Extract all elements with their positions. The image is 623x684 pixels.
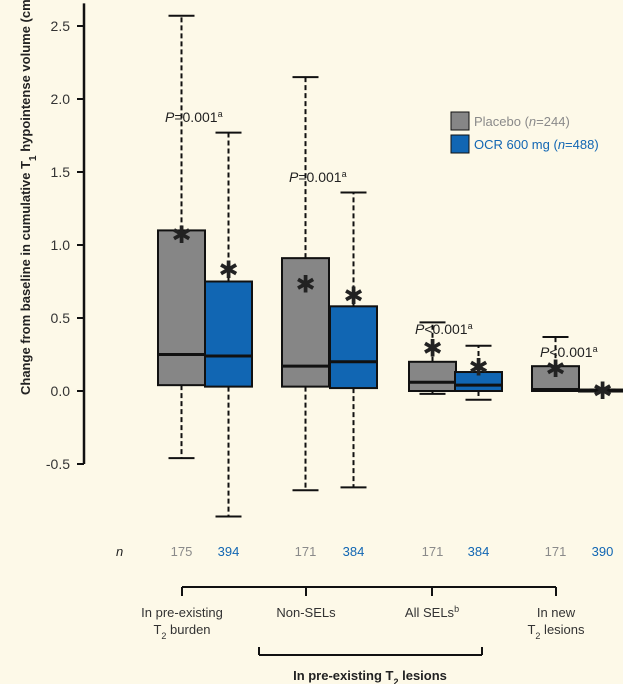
legend-swatch [450, 134, 470, 154]
mean-marker: ✱ [592, 377, 612, 405]
mean-marker: ✱ [422, 335, 442, 363]
box-placebo-1: ✱ [281, 76, 330, 492]
p-value-label: P<0.001a [540, 344, 598, 360]
y-axis-title: Change from baseline in cumulative T1 hy… [17, 0, 39, 395]
box-ocr-3: ✱ [578, 377, 623, 405]
n-value: 171 [422, 544, 444, 559]
box-placebo-0: ✱ [157, 14, 206, 460]
y-tick-label: 0.0 [51, 383, 71, 399]
mean-marker: ✱ [171, 221, 191, 249]
box-iqr [408, 360, 457, 392]
box-iqr [531, 365, 580, 392]
n-value: 394 [218, 544, 240, 559]
n-value: 171 [545, 544, 567, 559]
y-tick-label: 1.5 [51, 164, 71, 180]
box-iqr [204, 280, 253, 388]
box-placebo-3: ✱ [531, 335, 580, 392]
p-value-label: P=0.001a [165, 109, 223, 125]
legend-label: Placebo (n=244) [474, 114, 570, 129]
x-axis-categories: In pre-existing T2 burden Non-SELs All SELs… [141, 586, 585, 641]
n-value: 175 [171, 544, 193, 559]
n-value: 384 [468, 544, 490, 559]
mean-marker: ✱ [468, 354, 488, 382]
n-label: n [116, 544, 123, 559]
box-ocr-1: ✱ [329, 191, 378, 489]
category-label: All SELsb [405, 604, 459, 620]
mean-marker: ✱ [343, 282, 363, 310]
y-tick-label: 2.0 [51, 91, 71, 107]
category-label: In pre-existing [141, 605, 223, 620]
mean-marker: ✱ [545, 355, 565, 383]
box-ocr-2: ✱ [454, 344, 503, 401]
category-label: Non-SELs [276, 605, 336, 620]
y-axis: 2.5 2.0 1.5 1.0 0.5 0.0 -0.5 [46, 3, 86, 472]
box-iqr [157, 229, 206, 387]
n-value: 171 [295, 544, 317, 559]
sample-size-row: n 175 394 171 384 171 384 171 390 [116, 544, 613, 559]
mean-marker: ✱ [218, 256, 238, 284]
category-label: In new [537, 605, 576, 620]
box-plot-area: ✱ ✱ ✱ ✱ ✱ ✱ ✱ ✱ [157, 14, 623, 518]
y-tick-label: 2.5 [51, 18, 71, 34]
category-label: T2 lesions [527, 622, 585, 641]
legend-label: OCR 600 mg (n=488) [474, 137, 599, 152]
group-bracket: In pre-existing T2 lesions [258, 647, 483, 684]
bracket-label: In pre-existing T2 lesions [293, 668, 447, 684]
category-label: T2 burden [153, 622, 210, 641]
p-value-annotations: P=0.001a P=0.001a P<0.001a P<0.001a [165, 109, 598, 360]
legend: Placebo (n=244) OCR 600 mg (n=488) [450, 111, 599, 154]
p-value-label: P<0.001a [415, 321, 473, 337]
legend-swatch [450, 111, 470, 131]
y-tick-label: -0.5 [46, 456, 70, 472]
y-axis-title-text: Change from baseline in cumulative T1 hy… [17, 0, 39, 395]
box-ocr-0: ✱ [204, 131, 253, 518]
mean-marker: ✱ [295, 271, 315, 299]
y-tick-label: 1.0 [51, 237, 71, 253]
p-value-label: P=0.001a [289, 169, 347, 185]
y-tick-label: 0.5 [51, 310, 71, 326]
box-iqr [329, 305, 378, 390]
n-value: 390 [592, 544, 614, 559]
n-value: 384 [343, 544, 365, 559]
